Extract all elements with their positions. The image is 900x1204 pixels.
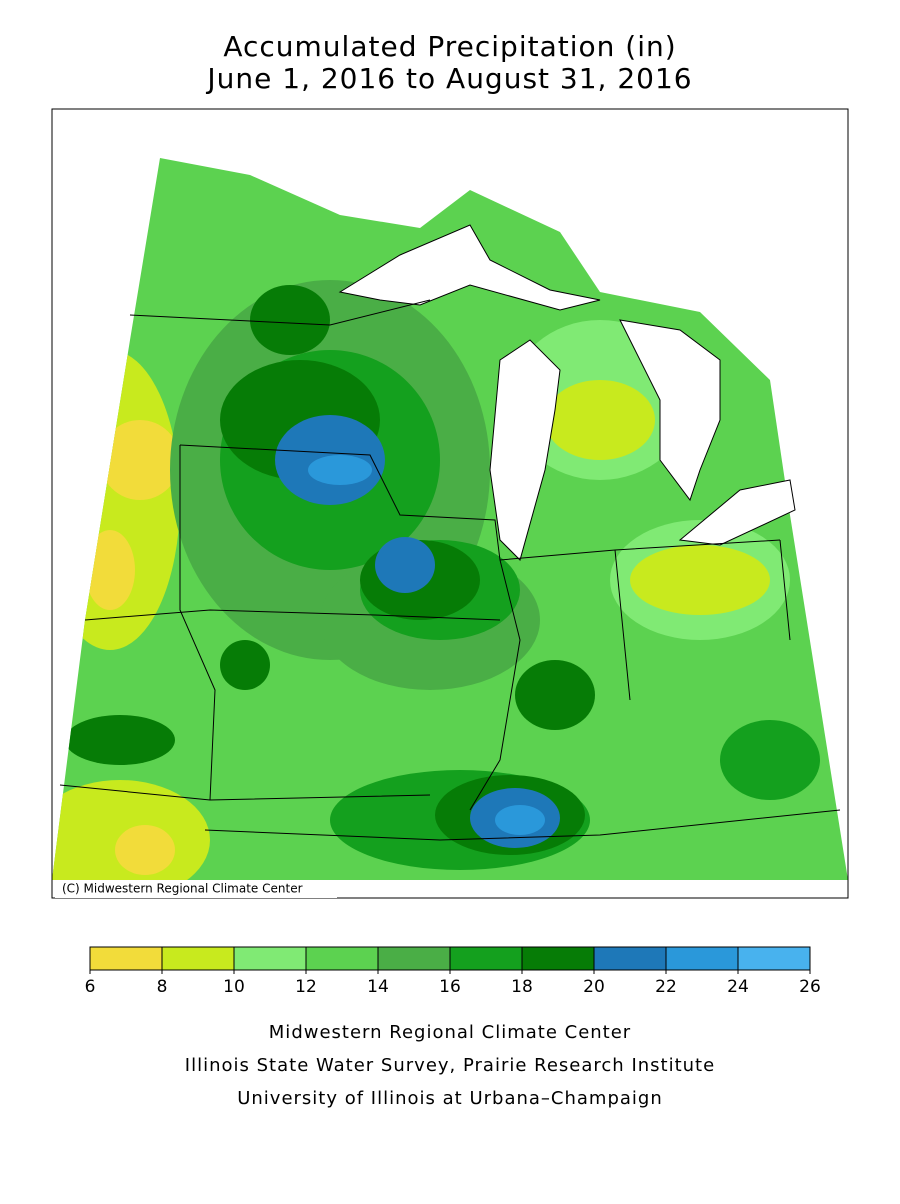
- great-lakes: [338, 224, 796, 561]
- footer-line: University of Illinois at Urbana–Champai…: [237, 1088, 663, 1109]
- legend-tick-label: 10: [223, 977, 245, 997]
- legend: 6 8 10 12 14 16 18 20 22 24 26: [85, 946, 821, 997]
- map-frame: [51, 108, 849, 899]
- title: Accumulated Precipitation (in): [223, 30, 676, 63]
- map: (C) Midwestern Regional Climate Center: [51, 108, 849, 899]
- map-credit: (C) Midwestern Regional Climate Center: [62, 882, 303, 896]
- legend-swatch: [89, 946, 163, 971]
- legend-swatch: [449, 946, 523, 971]
- legend-swatch: [521, 946, 595, 971]
- footer-line: Illinois State Water Survey, Prairie Res…: [185, 1055, 715, 1076]
- legend-tick-label: 26: [799, 977, 821, 997]
- legend-tick-label: 22: [655, 977, 677, 997]
- legend-tick-label: 6: [85, 977, 96, 997]
- legend-tick-label: 16: [439, 977, 461, 997]
- legend-tick-label: 8: [157, 977, 168, 997]
- legend-swatch: [305, 946, 379, 971]
- state-borders: [59, 299, 841, 841]
- legend-swatch: [593, 946, 667, 971]
- legend-tick-label: 14: [367, 977, 389, 997]
- footer-line: Midwestern Regional Climate Center: [269, 1022, 631, 1043]
- subtitle: June 1, 2016 to August 31, 2016: [205, 62, 692, 95]
- legend-tick-label: 20: [583, 977, 605, 997]
- legend-swatch: [737, 946, 811, 971]
- legend-tick-label: 18: [511, 977, 533, 997]
- legend-swatch: [377, 946, 451, 971]
- legend-tick-label: 24: [727, 977, 749, 997]
- legend-swatch: [233, 946, 307, 971]
- legend-swatch: [665, 946, 739, 971]
- legend-swatch: [161, 946, 235, 971]
- legend-tick-label: 12: [295, 977, 317, 997]
- credit-box: [55, 880, 337, 898]
